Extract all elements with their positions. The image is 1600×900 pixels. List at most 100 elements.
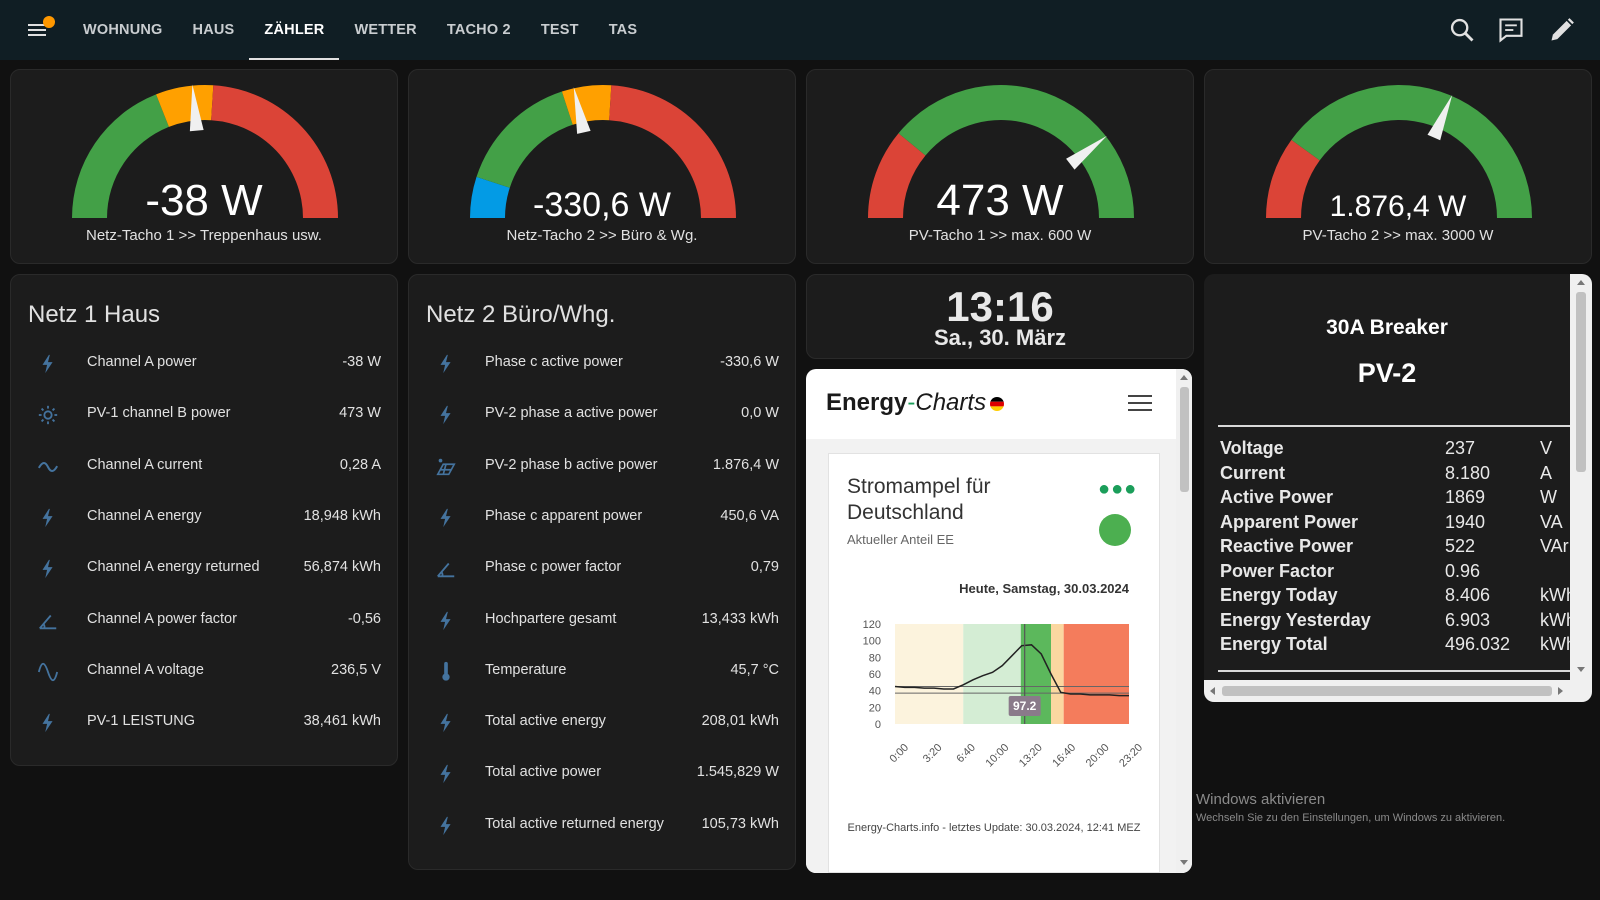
scroll-down-icon[interactable]	[1576, 666, 1586, 674]
tab-tacho-2[interactable]: TACHO 2	[446, 22, 511, 38]
hamburger-menu-icon[interactable]	[1128, 393, 1152, 413]
entity-name: PV-2 phase a active power	[485, 405, 658, 422]
x-tick-label: 6:40	[954, 742, 978, 766]
breaker-row-value: 6.903	[1445, 609, 1491, 630]
scroll-down-icon[interactable]	[1179, 859, 1189, 867]
entity-row[interactable]: PV-1 channel B power 473 W	[11, 394, 397, 434]
breaker-title: 30A Breaker	[1326, 316, 1448, 339]
entity-row[interactable]: Phase c power factor 0,79	[409, 548, 795, 588]
y-tick-label: 100	[863, 636, 881, 648]
breaker-row: Active Power 1869 W	[1220, 487, 1570, 511]
breaker-row-label: Current	[1220, 462, 1286, 483]
flash-icon	[440, 354, 451, 374]
assist-icon[interactable]	[1497, 16, 1525, 44]
breaker-row-value: 8.180	[1445, 462, 1491, 483]
flash-icon	[42, 713, 53, 733]
breaker-row-value: 8.406	[1445, 585, 1491, 605]
divider	[1218, 425, 1570, 427]
tab-wetter[interactable]: WETTER	[354, 22, 417, 38]
breaker-row-label: Active Power	[1220, 487, 1334, 507]
energy-charts-logo[interactable]: Energy-Charts	[826, 389, 1005, 417]
breaker-row-unit: kWh	[1540, 609, 1576, 630]
y-tick-label: 60	[869, 669, 881, 681]
entity-row[interactable]: Total active returned energy 105,73 kWh	[409, 805, 795, 845]
search-icon[interactable]	[1448, 16, 1476, 44]
gauge-label: Netz-Tacho 2 >> Büro & Wg.	[506, 227, 698, 244]
breaker-vertical-scrollbar[interactable]	[1570, 274, 1592, 680]
scroll-right-icon[interactable]	[1557, 686, 1565, 696]
breaker-row-value: 496.032	[1445, 634, 1511, 654]
iframe-vertical-scrollbar[interactable]	[1176, 369, 1192, 873]
entities-card-netz-1: Netz 1 Haus Channel A power -38 W PV-1 cha…	[10, 274, 398, 766]
gauge-card-pv-1[interactable]: 473 W PV-Tacho 1 >> max. 600 W	[806, 69, 1194, 264]
breaker-iframe[interactable]: 30A Breaker PV-2 Voltage 237 V Current 8.180…	[1204, 274, 1592, 702]
breaker-row-label: Energy Yesterday	[1220, 609, 1371, 630]
solar-panel-icon	[436, 458, 456, 475]
entity-value: 208,01 kWh	[701, 713, 779, 730]
entity-row[interactable]: PV-2 phase a active power 0,0 W	[409, 394, 795, 434]
menu-button[interactable]	[26, 16, 55, 42]
breaker-row-value: 1869	[1445, 487, 1486, 507]
windows-activation-title: Windows aktivieren	[1196, 791, 1326, 808]
entity-row[interactable]: Total active energy 208,01 kWh	[409, 702, 795, 742]
card-title: Netz 1 Haus	[28, 301, 161, 328]
tab-test[interactable]: TEST	[540, 22, 579, 38]
renewable-share-chart: 0 20 40 60 80 100 120 97.2 0:00 3:20 6:40 10:00 13:2…	[863, 619, 1145, 770]
flash-icon	[42, 560, 53, 579]
x-tick-label: 10:00	[983, 742, 1011, 770]
gauge-needle	[1066, 135, 1107, 170]
scrollbar-thumb[interactable]	[1576, 292, 1586, 472]
entity-row[interactable]: PV-1 LEISTUNG 38,461 kWh	[11, 702, 397, 742]
entity-row[interactable]: Total active power 1.545,829 W	[409, 753, 795, 793]
gauge-segment	[476, 91, 573, 188]
entity-row[interactable]: Phase c apparent power 450,6 VA	[409, 497, 795, 537]
gauge-label: Netz-Tacho 1 >> Treppenhaus usw.	[86, 227, 322, 244]
scrollbar-thumb[interactable]	[1222, 686, 1552, 696]
entity-row[interactable]: Channel A power -38 W	[11, 343, 397, 383]
entity-row[interactable]: Channel A power factor -0,56	[11, 600, 397, 640]
scroll-up-icon[interactable]	[1576, 278, 1586, 286]
gauge-segment	[1291, 85, 1532, 218]
entity-row[interactable]: PV-2 phase b active power 1.876,4 W	[409, 446, 795, 486]
scroll-up-icon[interactable]	[1179, 373, 1189, 381]
entity-row[interactable]: Hochpartere gesamt 13,433 kWh	[409, 600, 795, 640]
tab-haus[interactable]: HAUS	[192, 22, 235, 38]
energy-charts-iframe[interactable]: Energy-Charts Stromampel für Deutschland…	[806, 369, 1192, 873]
entity-row[interactable]: Phase c active power -330,6 W	[409, 343, 795, 383]
scrollbar-thumb[interactable]	[1180, 387, 1189, 492]
entity-value: -38 W	[342, 354, 381, 370]
entity-row[interactable]: Channel A energy 18,948 kWh	[11, 497, 397, 537]
entity-row[interactable]: Channel A energy returned 56,874 kWh	[11, 548, 397, 588]
gauge-card-pv-2[interactable]: 1.876,4 W PV-Tacho 2 >> max. 3000 W	[1204, 69, 1592, 264]
gauge-value: 473 W	[936, 176, 1064, 225]
breaker-row-value: 1940	[1445, 511, 1486, 532]
tab-wohnung[interactable]: WOHNUNG	[83, 22, 163, 38]
entity-value: 0,28 A	[339, 456, 381, 473]
breaker-row-label: Energy Total	[1220, 634, 1328, 654]
gauge-card-netz-2[interactable]: -330,6 W Netz-Tacho 2 >> Büro & Wg.	[408, 69, 796, 264]
logo-charts: Charts	[915, 389, 987, 416]
x-tick-label: 0:00	[887, 742, 911, 766]
breaker-horizontal-scrollbar[interactable]	[1204, 680, 1592, 702]
gauge-card-netz-1[interactable]: -38 W Netz-Tacho 1 >> Treppenhaus usw.	[10, 69, 398, 264]
breaker-row: Energy Total 496.032 kWh	[1220, 634, 1576, 658]
tab-zähler[interactable]: ZÄHLER	[249, 0, 340, 60]
tab-tas[interactable]: TAS	[608, 22, 638, 38]
gauge-segment	[898, 85, 1134, 218]
entity-row[interactable]: Channel A current 0,28 A	[11, 446, 397, 486]
x-tick-label: 3:20	[921, 742, 945, 766]
breaker-row-unit: W	[1540, 487, 1557, 507]
entity-row[interactable]: Channel A voltage 236,5 V	[11, 651, 397, 691]
current-ac-icon	[37, 461, 59, 472]
gauge-value: -330,6 W	[533, 186, 671, 224]
more-options-icon[interactable]: ●●●	[1098, 478, 1138, 500]
edit-icon[interactable]	[1548, 16, 1576, 44]
entity-name: Total active returned energy	[485, 815, 664, 832]
entity-row[interactable]: Temperature 45,7 °C	[409, 651, 795, 691]
breaker-row-value: 0.96	[1445, 560, 1481, 581]
breaker-row: Reactive Power 522 VAr	[1220, 536, 1570, 560]
breaker-row: Current 8.180 A	[1220, 463, 1570, 487]
scroll-left-icon[interactable]	[1208, 686, 1216, 696]
entity-name: Channel A current	[87, 456, 203, 473]
marker-badge	[1008, 696, 1041, 716]
